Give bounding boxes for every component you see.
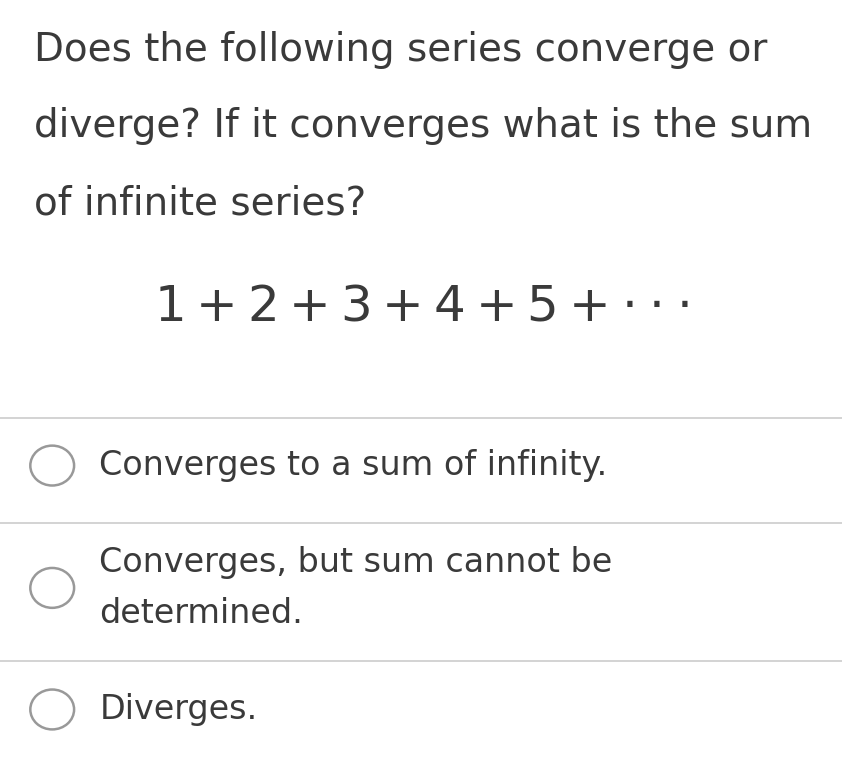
Text: diverge? If it converges what is the sum: diverge? If it converges what is the sum — [34, 107, 812, 146]
Text: Does the following series converge or: Does the following series converge or — [34, 31, 767, 69]
Text: determined.: determined. — [99, 597, 303, 630]
Text: $1 + 2 + 3 + 4 + 5+\!\cdot\!\cdot\!\cdot$: $1 + 2 + 3 + 4 + 5+\!\cdot\!\cdot\!\cdot… — [154, 282, 688, 331]
Text: Converges to a sum of infinity.: Converges to a sum of infinity. — [99, 449, 608, 482]
Text: Converges, but sum cannot be: Converges, but sum cannot be — [99, 545, 613, 579]
Text: of infinite series?: of infinite series? — [34, 184, 366, 222]
Text: Diverges.: Diverges. — [99, 693, 258, 726]
